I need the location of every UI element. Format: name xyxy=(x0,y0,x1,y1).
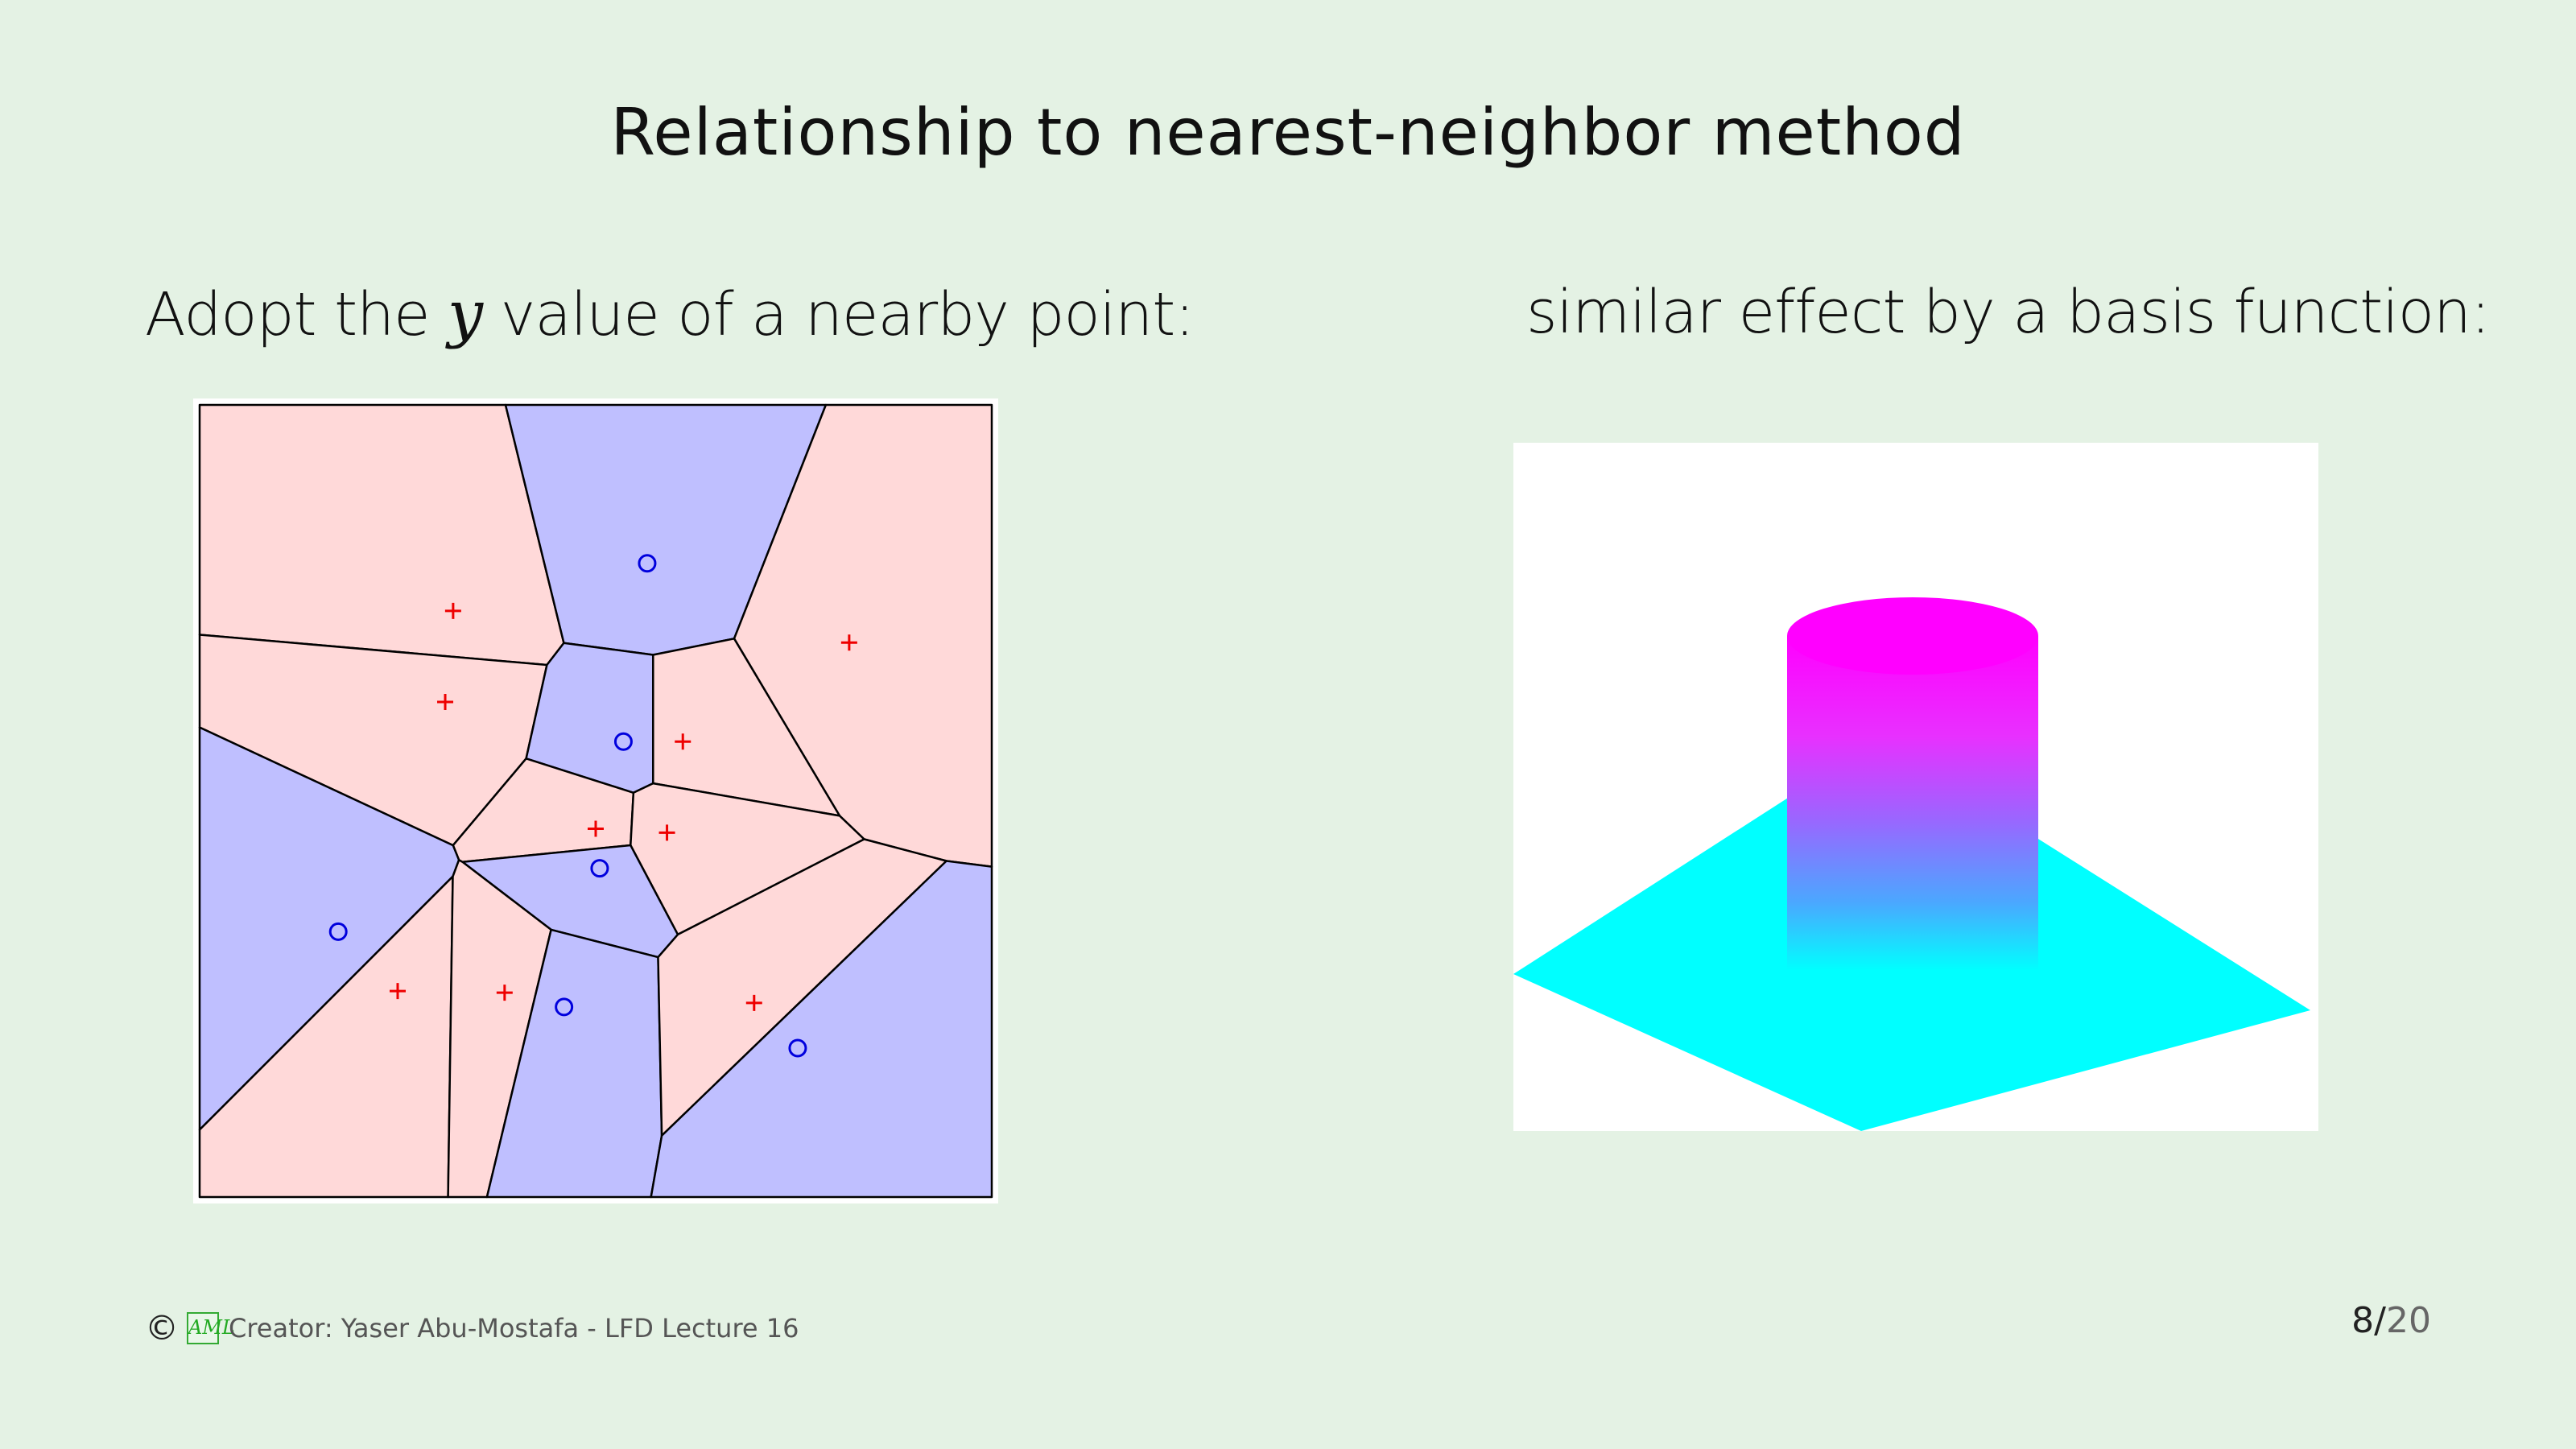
basis-function-plot xyxy=(1513,443,2318,1131)
right-heading: similar effect by a basis function: xyxy=(1526,278,2491,347)
plus-point-marker xyxy=(658,824,675,841)
plus-point-marker xyxy=(588,820,604,837)
plus-point-marker xyxy=(390,983,406,1000)
circle-point-marker xyxy=(555,997,574,1017)
math-variable-y: y xyxy=(448,278,483,350)
aml-logo-icon: AML xyxy=(187,1311,235,1344)
circle-point-marker xyxy=(613,732,633,751)
slide-title: Relationship to nearest-neighbor method xyxy=(610,95,1966,170)
page-total: 20 xyxy=(2386,1300,2431,1341)
plus-point-marker xyxy=(496,985,513,1001)
left-heading: Adopt the y value of a nearby point: xyxy=(145,278,1195,350)
plus-point-marker xyxy=(437,694,454,710)
page-number: 8/20 xyxy=(2351,1300,2431,1341)
copyright-symbol: © xyxy=(145,1308,179,1348)
page-separator: / xyxy=(2374,1300,2386,1341)
left-heading-post: value of a nearby point: xyxy=(482,280,1195,349)
left-heading-pre: Adopt the xyxy=(145,280,448,349)
circle-point-marker xyxy=(590,859,609,878)
plus-point-marker xyxy=(675,733,691,750)
plus-point-marker xyxy=(444,602,461,619)
page-current: 8 xyxy=(2351,1300,2375,1341)
voronoi-cells xyxy=(198,403,993,1199)
plus-point-marker xyxy=(745,994,762,1011)
circle-point-marker xyxy=(788,1038,807,1058)
voronoi-points xyxy=(328,554,857,1058)
plus-point-marker xyxy=(840,634,857,651)
voronoi-cell-plus xyxy=(198,403,565,667)
cylinder-top xyxy=(1787,597,2038,675)
voronoi-border xyxy=(199,404,993,1198)
creator-credit: Creator: Yaser Abu-Mostafa - LFD Lecture… xyxy=(229,1312,799,1344)
circle-point-marker xyxy=(328,922,348,941)
footer: © AML Creator: Yaser Abu-Mostafa - LFD L… xyxy=(145,1308,799,1348)
voronoi-diagram xyxy=(193,398,998,1203)
circle-point-marker xyxy=(638,554,657,573)
cylinder-body xyxy=(1787,636,2038,970)
